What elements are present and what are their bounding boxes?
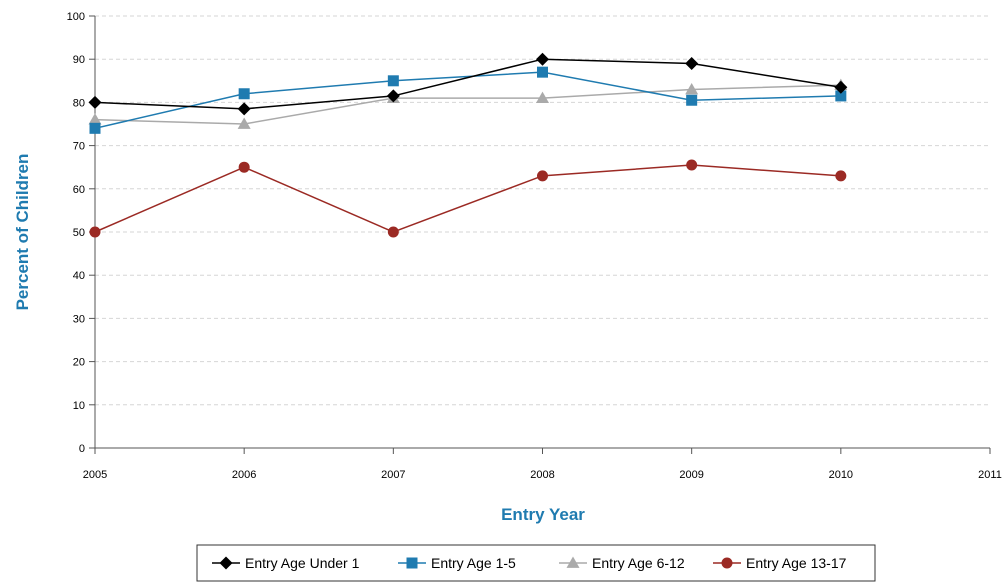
y-tick-label: 80 — [73, 97, 85, 109]
series-entry-age-1-5 — [89, 66, 847, 134]
y-axis-title: Percent of Children — [13, 154, 32, 311]
legend-label: Entry Age 6-12 — [592, 555, 685, 571]
series-entry-age-6-12 — [88, 78, 848, 129]
data-point — [387, 75, 399, 87]
y-tick-label: 10 — [73, 400, 85, 412]
data-point — [835, 170, 847, 182]
y-tick-label: 60 — [73, 184, 85, 196]
series-line — [94, 164, 841, 233]
x-tick-label: 2008 — [530, 469, 554, 481]
y-axis-ticks: 0 10 20 30 40 50 60 70 80 90 100 — [67, 11, 95, 455]
x-tick-label: 2010 — [829, 469, 853, 481]
y-tick-label: 40 — [73, 270, 85, 282]
x-tick-label: 2011 — [978, 469, 1002, 481]
data-point — [238, 161, 250, 173]
data-point — [686, 94, 698, 106]
series-group — [88, 52, 848, 238]
data-point — [237, 117, 251, 129]
data-point — [88, 113, 102, 125]
data-point — [536, 91, 549, 103]
y-tick-label: 0 — [79, 443, 85, 455]
data-point — [835, 90, 847, 102]
legend-marker — [721, 557, 733, 569]
data-point — [834, 80, 848, 94]
data-point — [386, 89, 400, 103]
legend-label: Entry Age 13-17 — [746, 555, 847, 571]
y-tick-label: 70 — [73, 141, 85, 153]
data-point — [237, 102, 251, 116]
legend-marker — [406, 557, 418, 569]
x-tick-label: 2006 — [232, 469, 256, 481]
x-axis-ticks: 2005 2006 2007 2008 2009 2010 2011 — [83, 448, 1002, 481]
y-tick-label: 30 — [73, 313, 85, 325]
series-line — [94, 58, 841, 110]
legend: Entry Age Under 1 Entry Age 1-5 Entry Age … — [196, 544, 876, 582]
series-line — [94, 84, 841, 125]
x-tick-label: 2009 — [679, 469, 703, 481]
data-point — [387, 226, 399, 238]
x-tick-label: 2007 — [381, 469, 405, 481]
data-point — [685, 57, 699, 71]
legend-box — [196, 544, 876, 582]
legend-marker — [566, 556, 580, 568]
data-point — [238, 88, 250, 100]
x-axis-title: Entry Year — [501, 505, 585, 524]
series-line — [94, 71, 841, 130]
y-tick-label: 100 — [67, 11, 85, 23]
y-tick-label: 50 — [73, 227, 85, 239]
data-point — [686, 159, 698, 171]
legend-label: Entry Age 1-5 — [431, 555, 516, 571]
series-entry-age-13-17 — [89, 159, 847, 238]
y-tick-label: 90 — [73, 54, 85, 66]
gridlines — [95, 15, 990, 406]
data-point — [88, 95, 102, 109]
data-point — [89, 226, 101, 238]
legend-marker — [219, 556, 233, 570]
y-tick-label: 20 — [73, 357, 85, 369]
data-point — [537, 170, 548, 182]
data-point — [685, 82, 699, 95]
data-point — [89, 122, 101, 134]
data-point — [536, 52, 549, 66]
legend-label: Entry Age Under 1 — [245, 555, 360, 571]
x-tick-label: 2005 — [83, 469, 107, 481]
series-entry-age-under-1 — [88, 52, 848, 116]
data-point — [537, 66, 548, 78]
